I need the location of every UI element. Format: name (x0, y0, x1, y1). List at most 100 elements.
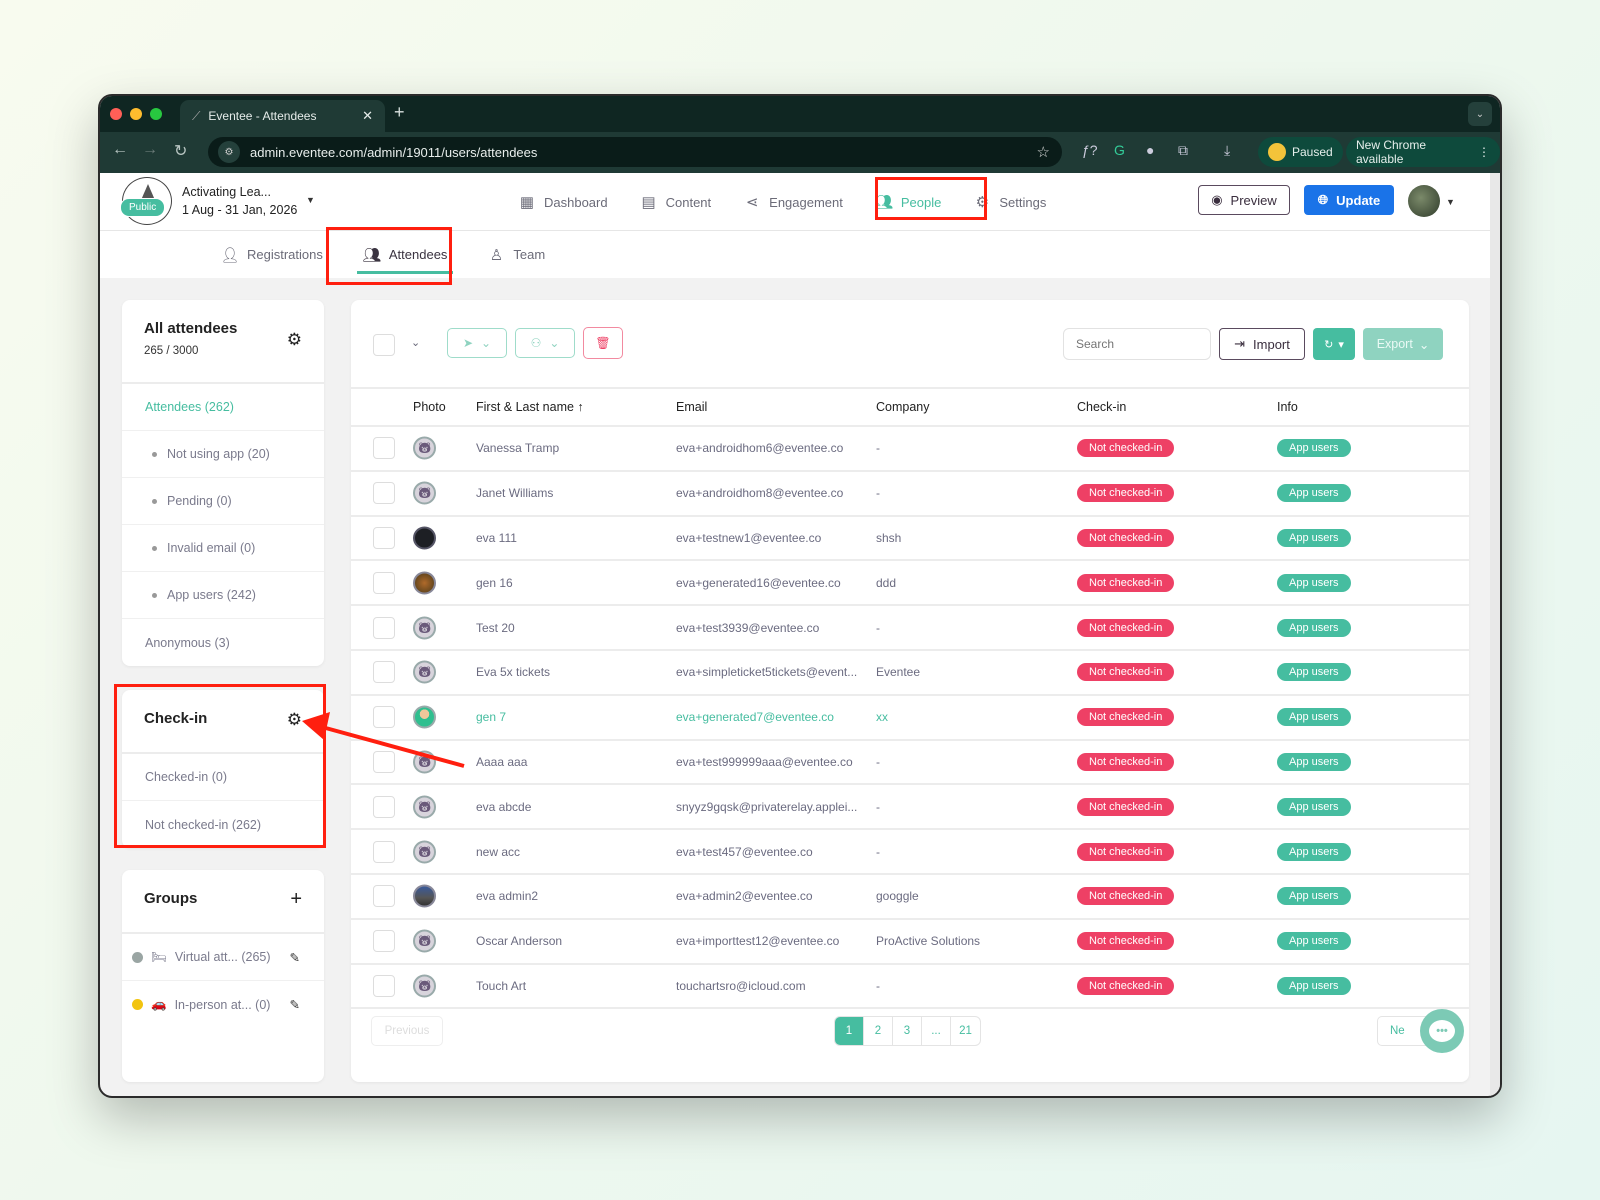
table-row[interactable]: 🐻︎ Vanessa Tramp eva+androidhom6@eventee… (351, 427, 1469, 472)
new-tab-button[interactable]: + (394, 102, 405, 122)
table-row[interactable]: 🐻︎ eva abcde snyyz9gqsk@privaterelay.app… (351, 785, 1469, 831)
row-checkbox[interactable] (373, 930, 395, 953)
forward-icon[interactable]: → (142, 141, 158, 158)
filter-not-using-app[interactable]: Not using app (20) (122, 431, 324, 478)
table-row[interactable]: 🐻︎ Aaaa aaa eva+test999999aaa@eventee.co… (351, 741, 1469, 786)
table-row[interactable]: eva 111 eva+testnew1@eventee.co shsh Not… (351, 517, 1469, 562)
update-button[interactable]: 🌐︎ Update (1304, 185, 1394, 215)
attendee-name[interactable]: gen 16 (476, 575, 513, 590)
table-row[interactable]: 🐻︎ Touch Art touchartsro@icloud.com - No… (351, 965, 1469, 1010)
grammarly-icon[interactable]: G (1114, 142, 1125, 158)
row-checkbox[interactable] (373, 706, 395, 729)
tab-search-button[interactable]: ⌄ (1468, 102, 1492, 126)
add-group-plus-icon[interactable]: + (290, 888, 302, 910)
filter-anonymous[interactable]: Anonymous (3) (145, 635, 230, 650)
page-3[interactable]: 3 (893, 1017, 922, 1045)
filter-pending[interactable]: Pending (0) (122, 478, 324, 525)
table-row[interactable]: 🐻︎ Test 20 eva+test3939@eventee.co - Not… (351, 606, 1469, 651)
assign-group-button[interactable]: ⚇ ⌄ (515, 328, 575, 358)
row-checkbox[interactable] (373, 571, 395, 594)
table-row[interactable]: eva admin2 eva+admin2@eventee.co googgle… (351, 875, 1469, 920)
browser-tab[interactable]: ⟋ Eventee - Attendees ✕ (180, 100, 385, 132)
address-bar[interactable]: ⚙ admin.eventee.com/admin/19011/users/at… (208, 137, 1062, 167)
close-tab-icon[interactable]: ✕ (362, 108, 373, 123)
row-checkbox[interactable] (373, 482, 395, 505)
attendee-name[interactable]: eva admin2 (476, 889, 539, 904)
select-menu-chevron-icon[interactable]: ⌄ (411, 337, 421, 349)
row-checkbox[interactable] (373, 616, 395, 639)
row-checkbox[interactable] (373, 840, 395, 863)
table-row[interactable]: 🐻︎ Eva 5x tickets eva+simpleticket5ticke… (351, 651, 1469, 696)
ink-drop-icon[interactable]: ● (1146, 142, 1155, 158)
attendee-name[interactable]: eva abcde (476, 799, 532, 814)
attendee-name[interactable]: Test 20 (476, 620, 515, 635)
attendee-name[interactable]: Janet Williams (476, 486, 554, 501)
table-row[interactable]: 🐻︎ Oscar Anderson eva+importtest12@event… (351, 920, 1469, 965)
delete-button[interactable]: 🗑︎ (583, 327, 623, 359)
attendee-name[interactable]: Touch Art (476, 978, 527, 993)
group-item[interactable]: 🛏 Virtual att... (265) ✎ (122, 934, 324, 981)
attendee-name[interactable]: eva 111 (476, 530, 517, 545)
col-email[interactable]: Email (676, 400, 708, 414)
minimize-window-button[interactable] (130, 108, 142, 120)
back-icon[interactable]: ← (112, 141, 128, 158)
nav-dashboard[interactable]: ▦ Dashboard (518, 193, 608, 211)
select-all-checkbox[interactable] (373, 334, 395, 356)
subtab-attendees[interactable]: 👥︎ Attendees (356, 231, 454, 278)
edit-pencil-icon[interactable]: ✎ (289, 950, 300, 965)
send-message-button[interactable]: ➤ ⌄ (447, 328, 507, 358)
row-checkbox[interactable] (373, 885, 395, 908)
nav-settings[interactable]: ⚙ Settings (973, 193, 1047, 211)
subtab-team[interactable]: ♙ Team (481, 231, 551, 278)
filter-app-users[interactable]: App users (242) (122, 572, 324, 619)
event-switcher-caret-icon[interactable]: ▼ (306, 195, 315, 205)
filter-not-checked-in[interactable]: Not checked-in (262) (145, 817, 262, 832)
row-checkbox[interactable] (373, 661, 395, 684)
row-checkbox[interactable] (373, 750, 395, 773)
maximize-window-button[interactable] (150, 108, 162, 120)
gear-icon[interactable]: ⚙ (286, 330, 302, 349)
attendee-name[interactable]: Eva 5x tickets (476, 665, 551, 680)
close-window-button[interactable] (110, 108, 122, 120)
bookmark-star-icon[interactable]: ☆ (1036, 144, 1050, 161)
page-scrollbar[interactable] (1490, 173, 1500, 1096)
extensions-puzzle-icon[interactable]: ⧉ (1178, 142, 1188, 158)
row-checkbox[interactable] (373, 437, 395, 460)
reload-icon[interactable]: ↻ (174, 143, 188, 160)
import-button[interactable]: ⇥ Import (1219, 328, 1305, 360)
user-avatar[interactable] (1408, 185, 1440, 217)
filter-invalid-email[interactable]: Invalid email (0) (122, 525, 324, 572)
row-checkbox[interactable] (373, 974, 395, 997)
table-row[interactable]: 🐻︎ new acc eva+test457@eventee.co - Not … (351, 830, 1469, 875)
page-21[interactable]: 21 (959, 1025, 972, 1037)
subtab-registrations[interactable]: 👤︎ Registrations (215, 231, 329, 278)
user-menu-caret-icon[interactable]: ▼ (1446, 197, 1455, 207)
filter-checked-in[interactable]: Checked-in (0) (122, 754, 324, 801)
extension-fx-icon[interactable]: ƒ? (1082, 142, 1098, 158)
sync-button[interactable]: ↻ ▾ (1313, 328, 1355, 360)
event-title[interactable]: Activating Lea... (182, 185, 271, 199)
chat-support-button[interactable]: ••• (1420, 1009, 1464, 1053)
page-2[interactable]: 2 (864, 1017, 893, 1045)
chrome-update-button[interactable]: New Chrome available ⋮ (1346, 137, 1500, 167)
edit-pencil-icon[interactable]: ✎ (289, 998, 300, 1012)
attendee-name[interactable]: gen 7 (476, 710, 507, 725)
nav-engagement[interactable]: ⋖ Engagement (743, 193, 843, 211)
page-1[interactable]: 1 (835, 1017, 864, 1045)
group-item[interactable]: 🚗 In-person at... (0) ✎ (122, 981, 324, 1028)
col-company[interactable]: Company (876, 400, 930, 414)
col-check-in[interactable]: Check-in (1077, 400, 1127, 414)
attendee-name[interactable]: Aaaa aaa (476, 754, 528, 769)
table-row[interactable]: gen 16 eva+generated16@eventee.co ddd No… (351, 561, 1469, 607)
nav-content[interactable]: ▤ Content (640, 193, 712, 211)
preview-button[interactable]: ◉ Preview (1198, 185, 1290, 215)
nav-people[interactable]: 👥︎ People (874, 193, 941, 211)
profile-button[interactable]: Paused (1258, 137, 1343, 167)
previous-page-button[interactable]: Previous (371, 1016, 443, 1046)
filter-attendees[interactable]: Attendees (262) (122, 384, 324, 431)
site-settings-icon[interactable]: ⚙ (218, 141, 240, 163)
download-icon[interactable]: ⤓ (1224, 142, 1231, 158)
attendee-name[interactable]: Vanessa Tramp (476, 441, 560, 456)
col-name[interactable]: First & Last name ↑ (476, 400, 584, 414)
search-input[interactable] (1063, 328, 1211, 360)
